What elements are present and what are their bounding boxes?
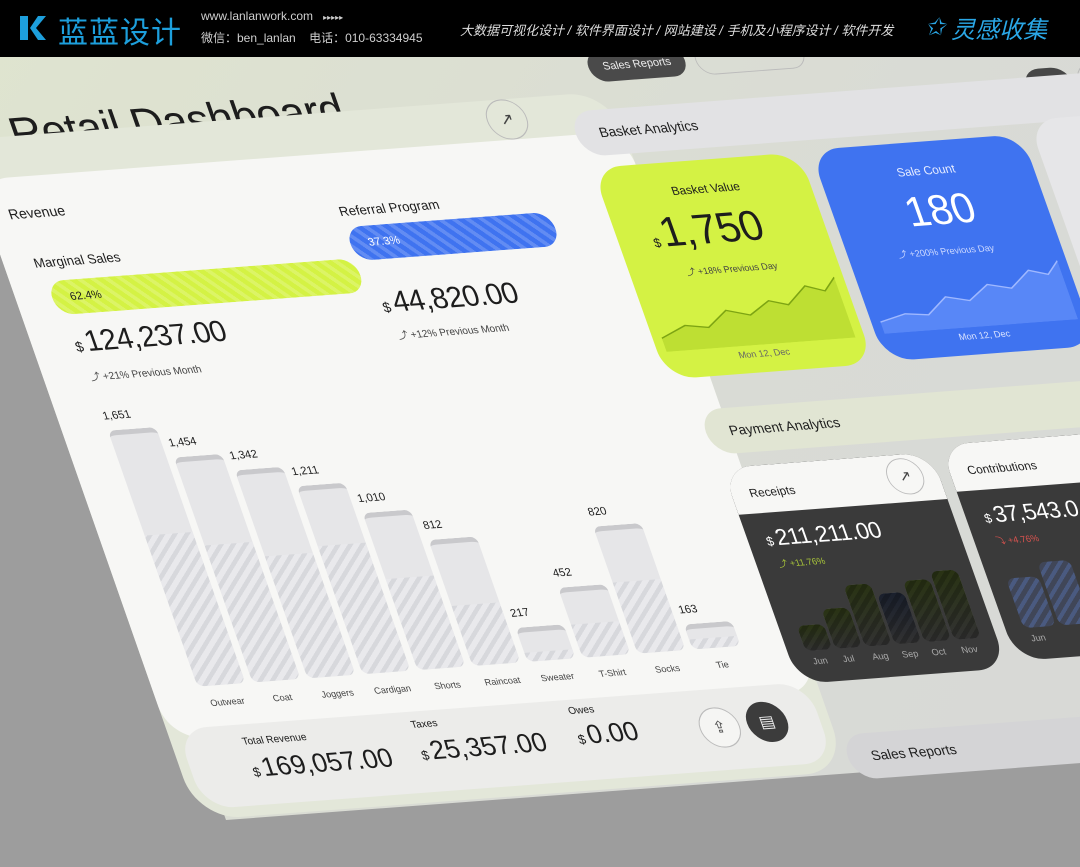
inspiration-link[interactable]: ✩ 灵感收集 [925, 14, 1048, 44]
category-bar-chart: 1,651 Outwear 1,454 Coat 1,342 Joggers 1,211 Ca… [0, 131, 741, 708]
month-label: Aug [870, 651, 891, 663]
bar-value-label: 812 [421, 518, 444, 533]
basket-value-label: Basket Value [669, 179, 743, 198]
expand-arrow-icon[interactable]: ↗ [480, 98, 534, 141]
bar-category-label: Sweater [539, 670, 576, 684]
star-icon: ✩ [925, 14, 946, 41]
bar-hatch [571, 621, 631, 658]
receipts-delta: ⤴ +11.76% [776, 556, 828, 570]
bar-category-label: Outwear [208, 695, 247, 709]
month-label: Jun [1029, 633, 1048, 645]
referral-delta: ⤴ +12% Previous Month [396, 322, 512, 342]
basket-value-amount: $1,750 [651, 201, 771, 256]
trend-up-icon: ⤴ [684, 267, 698, 279]
bar-value-label: 820 [585, 505, 609, 519]
bar-category-label: Joggers [319, 687, 356, 700]
bar-value-label: 217 [508, 606, 532, 621]
contributions-delta: ⤵ +4.76% [994, 533, 1041, 547]
referral-percent: 37.3% [366, 234, 402, 249]
bar-category-label: Raincoat [482, 674, 522, 688]
site-banner: 蓝蓝设计 www.lanlanwork.com ▸▸▸▸▸ 微信：ben_lan… [0, 0, 1080, 57]
brand-name: 蓝蓝设计 [58, 17, 182, 50]
bar-hatch [688, 635, 741, 650]
sale-count-card[interactable]: Sale Count 180 ⤴ +200% Previous Day Mon … [810, 134, 1080, 362]
bar-value-label: 1,211 [289, 464, 321, 479]
contributions-amount: $37,543.0 [982, 495, 1080, 528]
basket-value-sparkline [661, 276, 856, 352]
contact-info: 微信：ben_lanlan 电话：010-63334945 [201, 31, 423, 45]
trend-up-icon: ⤴ [396, 330, 411, 342]
bar-tie[interactable] [683, 620, 741, 650]
referral-amount: $44,820.00 [380, 277, 523, 319]
owes-value: $0.00 [575, 715, 643, 750]
services-nav[interactable]: 大数据可视化设计 / 软件界面设计 / 网站建设 / 手机及小程序设计 / 软件… [460, 23, 894, 38]
revenue-title: Revenue [5, 202, 68, 223]
bar-category-label: Socks [653, 662, 682, 675]
month-label: Nov [959, 644, 980, 656]
referral-program-label: Referral Program [336, 196, 442, 220]
sale-count-value: 180 [897, 183, 982, 236]
owes-label: Owes [566, 704, 597, 718]
bar-category-label: Coat [271, 691, 294, 704]
trend-up-icon: ⤴ [88, 371, 103, 384]
marginal-sales-percent: 62.4% [68, 288, 104, 303]
trend-up-icon: ⤴ [896, 249, 910, 261]
bar-hatch [524, 649, 576, 662]
total-revenue-label: Total Revenue [240, 731, 309, 748]
bar-sweater[interactable] [515, 624, 576, 662]
basket-value-card[interactable]: Basket Value $1,750 ⤴ +18% Previous Day … [592, 152, 875, 380]
sale-count-sparkline [880, 260, 1079, 334]
bar-category-label: Shorts [432, 679, 463, 692]
bar-value-label: 1,651 [100, 408, 133, 423]
month-label: Oct [930, 647, 948, 659]
bar-category-label: Cardigan [372, 683, 413, 696]
bar-value-label: 1,454 [166, 434, 199, 450]
referral-program-progress: 37.3% [344, 211, 562, 262]
month-label: Jun [811, 656, 830, 668]
marginal-sales-progress: 62.4% [46, 258, 367, 316]
bar-value-label: 163 [676, 602, 700, 617]
receipts-amount: $211,211.00 [764, 517, 886, 551]
marginal-sales-delta: ⤴ +21% Previous Month [88, 364, 204, 384]
receipt-icon[interactable]: ▤ [740, 700, 795, 744]
taxes-label: Taxes [409, 718, 440, 731]
month-label: Sep [900, 649, 921, 661]
website-link[interactable]: www.lanlanwork.com ▸▸▸▸▸ [201, 9, 344, 23]
bar-value-label: 1,010 [355, 491, 388, 506]
bar-category-label: Tie [714, 659, 731, 671]
marginal-sales-label: Marginal Sales [31, 249, 123, 271]
total-revenue-value: $169,057.00 [250, 742, 398, 782]
month-label: Jul [841, 654, 857, 665]
brand-logo-icon [20, 16, 46, 40]
bar-category-label: T-Shirt [597, 666, 628, 679]
marginal-sales-amount: $124,237.00 [72, 315, 232, 359]
taxes-value: $25,357.00 [419, 726, 552, 766]
share-icon[interactable]: ⇪ [692, 706, 747, 749]
trend-up-icon: ⤴ [776, 559, 790, 570]
bar-value-label: 452 [550, 566, 574, 580]
bar-value-label: 1,342 [227, 448, 260, 463]
trend-down-icon: ⤵ [994, 536, 1008, 547]
